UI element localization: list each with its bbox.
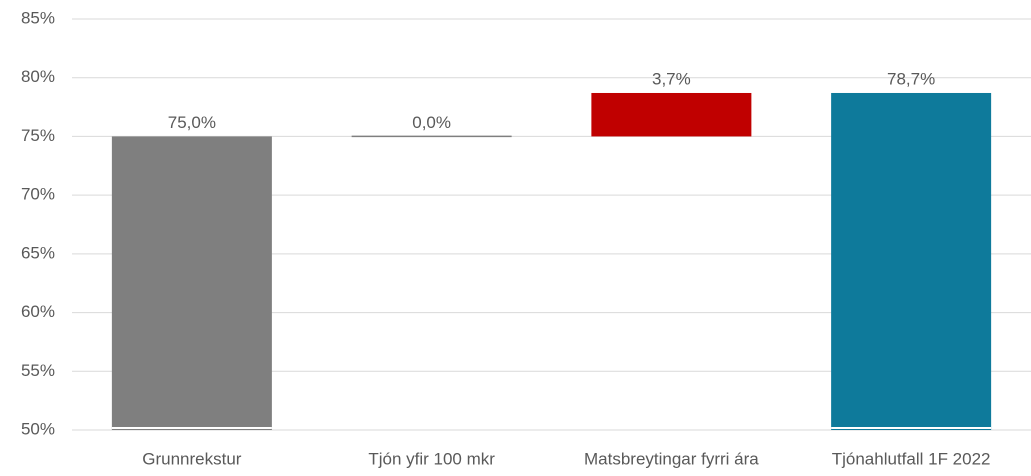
bar <box>111 136 272 430</box>
y-tick-label: 55% <box>21 361 55 380</box>
x-tick-label: Tjónahlutfall 1F 2022 <box>832 449 991 468</box>
y-tick-label: 70% <box>21 185 55 204</box>
x-tick-label: Matsbreytingar fyrri ára <box>584 449 759 468</box>
bar <box>591 92 752 137</box>
value-label: 3,7% <box>652 69 691 88</box>
bar <box>831 92 992 430</box>
y-tick-label: 65% <box>21 243 55 262</box>
y-tick-label: 85% <box>21 8 55 27</box>
y-tick-label: 60% <box>21 302 55 321</box>
value-label: 78,7% <box>887 69 935 88</box>
y-tick-label: 50% <box>21 419 55 438</box>
value-label: 0,0% <box>412 113 451 132</box>
y-tick-label: 75% <box>21 126 55 145</box>
x-tick-label: Grunnrekstur <box>142 449 242 468</box>
y-tick-label: 80% <box>21 67 55 86</box>
value-label: 75,0% <box>168 113 216 132</box>
x-tick-label: Tjón yfir 100 mkr <box>368 449 495 468</box>
